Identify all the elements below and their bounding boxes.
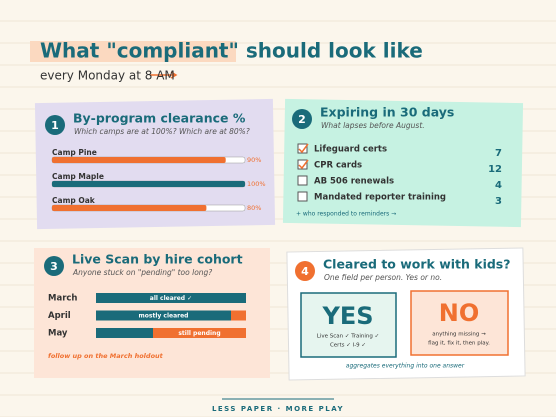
bar-label: Camp Oak: [52, 196, 96, 205]
bar-label: Camp Maple: [52, 172, 104, 181]
note: + who responded to reminders →: [296, 211, 396, 218]
note: follow up on the March holdout: [48, 352, 164, 360]
bar-text: mostly cleared: [139, 313, 189, 320]
arrow: [150, 71, 178, 79]
no-box: [410, 290, 509, 356]
item-label: AB 506 renewals: [314, 177, 394, 187]
panel-title: By-program clearance %: [73, 111, 246, 126]
title: What "compliant" should look like: [40, 39, 423, 63]
cohort-label: March: [48, 294, 77, 304]
value-label: 80%: [247, 204, 261, 212]
title-highlight: [30, 41, 236, 62]
number: 1: [51, 119, 59, 132]
panel-title: Expiring in 30 days: [320, 105, 454, 120]
no-detail: flag it, fix it, then play.: [428, 341, 490, 347]
note: aggregates everything into one answer: [346, 363, 465, 370]
bar: [52, 205, 207, 211]
footer: LESS PAPER · MORE PLAY: [212, 405, 344, 413]
number-badge: [45, 115, 65, 135]
checkbox: [297, 143, 308, 154]
subtitle: every Monday at 8 AM: [40, 69, 175, 83]
item-count: 4: [495, 180, 502, 191]
checkbox: [297, 159, 308, 170]
number-badge: [292, 109, 312, 129]
item-label: CPR cards: [314, 161, 362, 171]
panel-title: Cleared to work with kids?: [323, 257, 511, 272]
number-badge: [295, 261, 315, 281]
no-detail: anything missing →: [432, 332, 486, 338]
bar-text: all cleared ✓: [150, 295, 192, 302]
item-count: 3: [495, 196, 502, 207]
item-count: 12: [488, 164, 502, 175]
item-label: Mandated reporter training: [314, 193, 446, 203]
bar-cleared: [96, 310, 231, 321]
bar: [52, 181, 245, 187]
check: [298, 143, 309, 154]
bar-cleared: [96, 328, 153, 338]
panel-2: [282, 98, 524, 228]
panel-subtitle: One field per person. Yes or no.: [324, 273, 442, 282]
number-badge: [44, 256, 64, 276]
bar-label: Camp Pine: [52, 148, 97, 157]
panel-1: [34, 98, 276, 230]
item-count: 7: [495, 148, 502, 159]
value-label: 100%: [247, 180, 266, 188]
cohort-label: May: [48, 329, 68, 339]
bar-text: still pending: [178, 330, 220, 337]
yes-box: [300, 292, 397, 358]
panel-title: Live Scan by hire cohort: [72, 252, 243, 267]
yes-detail: Certs ✓ I-9 ✓: [330, 343, 366, 349]
yes-detail: Live Scan ✓ Training ✓: [317, 334, 380, 340]
no: NO: [439, 299, 480, 327]
item-label: Lifeguard certs: [314, 145, 387, 155]
panel-subtitle: What lapses before August.: [321, 121, 425, 130]
yes: YES: [321, 302, 373, 330]
bar: [52, 157, 226, 163]
panel-subtitle: Anyone stuck on "pending" too long?: [72, 268, 212, 277]
number: 3: [50, 260, 58, 273]
number: 2: [298, 113, 306, 126]
check: [298, 159, 309, 170]
bar-cleared: [96, 293, 246, 303]
checkbox: [297, 191, 308, 202]
bar-pending: [153, 328, 246, 338]
value-label: 90%: [247, 156, 261, 164]
panel-subtitle: Which camps are at 100%? Which are at 80…: [74, 127, 250, 136]
checkbox: [297, 175, 308, 186]
bar-pending: [231, 310, 246, 321]
number: 4: [301, 265, 309, 278]
cohort-label: April: [48, 311, 71, 321]
